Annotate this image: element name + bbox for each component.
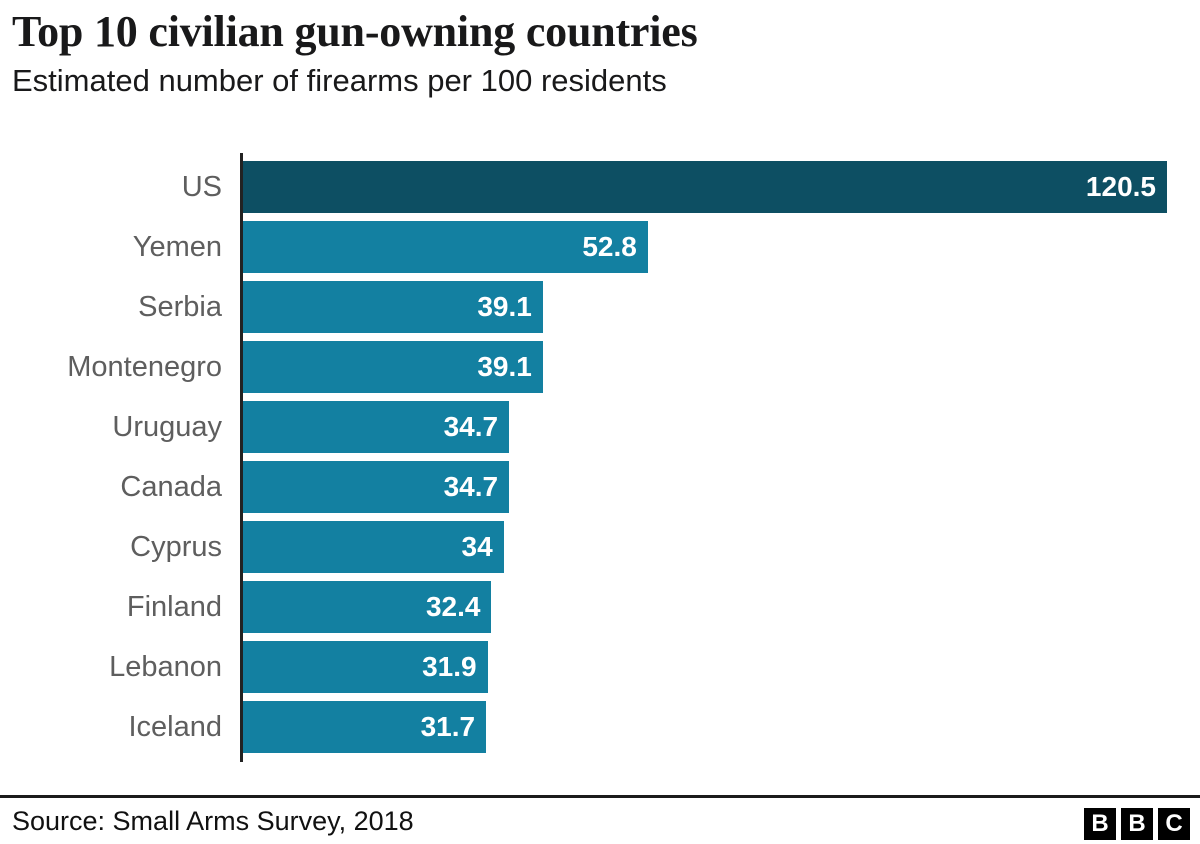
category-label: Iceland (128, 711, 222, 743)
category-label: Lebanon (109, 651, 222, 683)
plot-area: US 120.5 Yemen 52.8 Serbia 39.1 Montenegro 39.1… (0, 153, 1200, 765)
bar-row: Canada 34.7 (0, 461, 1200, 513)
bar-value-label: 39.1 (477, 351, 532, 382)
bar-value-label: 120.5 (1085, 171, 1156, 202)
bar: 34 (243, 521, 504, 573)
bar-row: Iceland 31.7 (0, 701, 1200, 753)
bar-row: Yemen 52.8 (0, 221, 1200, 273)
chart-subtitle: Estimated number of firearms per 100 res… (12, 63, 667, 98)
bar-row: Uruguay 34.7 (0, 401, 1200, 453)
bbc-logo-letter: B (1084, 808, 1116, 840)
bar-value-label: 32.4 (425, 591, 481, 622)
category-label: Canada (120, 471, 222, 503)
category-label: Uruguay (112, 411, 222, 443)
bbc-logo-letter: C (1158, 808, 1190, 840)
y-axis-line (240, 153, 243, 762)
category-label: Montenegro (67, 351, 222, 383)
bar-value-label: 39.1 (477, 291, 532, 322)
bar: 52.8 (243, 221, 648, 273)
chart-header: Top 10 civilian gun-owning countries Est… (12, 6, 1188, 100)
category-label: Finland (126, 591, 222, 623)
bar: 31.7 (243, 701, 487, 753)
category-label: Cyprus (130, 531, 222, 563)
bar-value-label: 34.7 (443, 471, 499, 502)
bar-row: Serbia 39.1 (0, 281, 1200, 333)
bar: 31.9 (243, 641, 488, 693)
bar-row: Cyprus 34 (0, 521, 1200, 573)
bar-row: Finland 32.4 (0, 581, 1200, 633)
bar-rows: US 120.5 Yemen 52.8 Serbia 39.1 Montenegro 39.1… (0, 161, 1200, 761)
page-title: Top 10 civilian gun-owning countries (12, 7, 698, 56)
bar-value-label: 31.7 (420, 711, 476, 742)
category-label: US (181, 171, 222, 203)
bar-value-label: 34 (461, 531, 493, 562)
bar: 120.5 (243, 161, 1167, 213)
bbc-logo-letter: B (1121, 808, 1153, 840)
bar: 32.4 (243, 581, 492, 633)
bar-row: US 120.5 (0, 161, 1200, 213)
bar-value-label: 31.9 (422, 651, 477, 682)
bar: 34.7 (243, 401, 510, 453)
footer-divider (0, 795, 1200, 798)
bar-value-label: 52.8 (582, 231, 637, 262)
category-label: Serbia (138, 291, 222, 323)
bar-value-label: 34.7 (443, 411, 499, 442)
category-label: Yemen (132, 231, 222, 263)
bar: 39.1 (243, 281, 543, 333)
bar: 34.7 (243, 461, 510, 513)
bar-row: Lebanon 31.9 (0, 641, 1200, 693)
bar-row: Montenegro 39.1 (0, 341, 1200, 393)
source-note: Source: Small Arms Survey, 2018 (12, 806, 414, 836)
bar: 39.1 (243, 341, 543, 393)
